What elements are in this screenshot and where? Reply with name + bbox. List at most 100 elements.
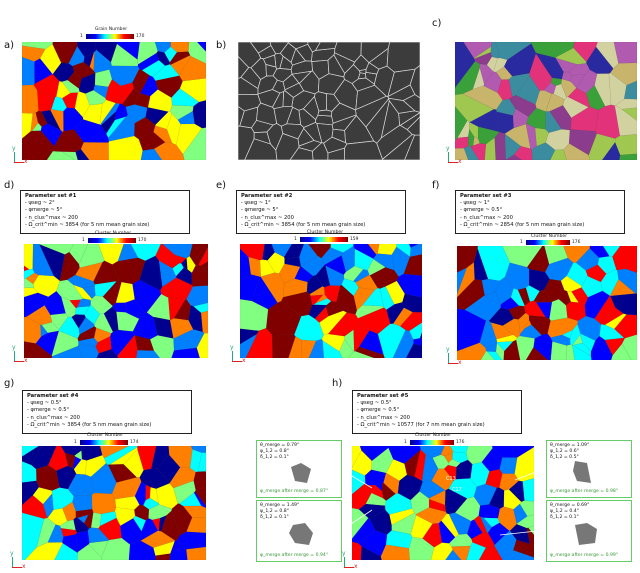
grain-cell xyxy=(196,42,206,52)
grain-cell xyxy=(173,329,205,351)
panel-d-colorbar-title: Cluster Number xyxy=(94,231,132,236)
panel-a-colorbar-title: Grain Number xyxy=(94,27,128,32)
grain-cell xyxy=(519,500,534,517)
grain-cell xyxy=(613,42,637,64)
grain-cell xyxy=(24,341,53,358)
grain-cell xyxy=(24,244,34,270)
grain-cell xyxy=(457,246,478,273)
panel-d-param-line: - φmerge ~ 5° xyxy=(25,207,63,214)
panel-e-parameter-box: Parameter set #2 - ψseg ~ 1° - φmerge ~ … xyxy=(236,190,406,234)
panel-h-colorbar xyxy=(410,440,454,445)
panel-d-colorbar xyxy=(88,238,136,243)
grain-cell xyxy=(621,107,637,121)
grain-cell xyxy=(572,344,592,360)
grain-cell xyxy=(106,116,127,139)
panel-g-param-line: - n_clus^max ~ 200 xyxy=(27,414,80,421)
grain-cell xyxy=(449,446,469,454)
grain-shape-icon xyxy=(291,463,311,483)
panel-d-cluster-map xyxy=(24,244,208,358)
grain-cell xyxy=(303,121,323,144)
grain-cell xyxy=(240,333,258,358)
grain-cell xyxy=(105,79,121,104)
grain-cell xyxy=(179,78,206,103)
grain-cell xyxy=(22,42,54,50)
grain-cell xyxy=(369,509,392,535)
grain-cell xyxy=(396,244,411,257)
panel-e-param-line: - φmerge ~ 5° xyxy=(241,207,279,214)
grain-cell xyxy=(362,287,384,307)
grain-cell xyxy=(172,263,184,277)
grain-cell xyxy=(549,105,572,131)
merge-inset-top-right: θ_merge = 1.09° ψ_1,2 = 0.6° δ_1,2 = 0.5° … xyxy=(546,440,632,498)
cluster-label-c17: C17 xyxy=(452,487,462,493)
grain-cell xyxy=(308,244,331,259)
grain-cell xyxy=(497,506,517,531)
panel-g-colorbar-title: Cluster Number xyxy=(86,433,124,438)
merge-inset-bottom-left: θ_merge = 1.49° ψ_1,2 = 0.8° δ_1,2 = 0.1° … xyxy=(256,500,342,562)
grain-cell xyxy=(67,274,95,289)
grain-cell xyxy=(132,312,158,340)
panel-e-cluster-map xyxy=(240,244,422,358)
grain-cell xyxy=(432,454,449,469)
grain-cell xyxy=(448,478,477,499)
grain-cell xyxy=(563,143,590,160)
grain-cell xyxy=(352,482,372,510)
grain-cell xyxy=(545,257,574,281)
panel-e-param-line: - ψseg ~ 1° xyxy=(241,200,271,207)
grain-cell xyxy=(504,133,522,160)
grain-cell xyxy=(95,336,112,354)
grain-cell xyxy=(308,338,325,358)
grain-cell xyxy=(496,98,516,116)
grain-cell xyxy=(455,61,480,95)
panel-g-label: g) xyxy=(4,378,15,389)
panel-f-colorbar-title: Cluster Number xyxy=(530,234,568,239)
grain-cell xyxy=(570,73,586,89)
grain-cell xyxy=(473,46,492,59)
grain-cell xyxy=(406,116,420,136)
grain-cell xyxy=(273,105,293,127)
cluster-label-c13: C13 xyxy=(446,476,456,482)
grain-cell xyxy=(576,69,598,94)
grain-cell xyxy=(466,519,483,540)
grain-cell xyxy=(238,55,250,79)
grain-cell xyxy=(397,474,423,501)
grain-cell xyxy=(141,60,166,78)
grain-cell xyxy=(33,274,60,297)
grain-cell xyxy=(100,102,120,126)
grain-cell xyxy=(353,54,370,72)
grain-cell xyxy=(169,467,196,489)
panel-e-param-line: - n_clus^max ~ 200 xyxy=(241,214,294,221)
merge-inset-top-left: θ_merge = 0.79° ψ_1,2 = 0.8° δ_1,2 = 0.1° … xyxy=(256,440,342,498)
panel-h-colorbar-min: 1 xyxy=(404,440,407,445)
panel-g-param-line: - φmerge ~ 0.5° xyxy=(27,407,70,414)
panel-h-param-line: - ψseg ~ 0.5° xyxy=(357,400,392,407)
grain-cell xyxy=(614,134,637,156)
grain-cell xyxy=(60,446,83,456)
grain-cell xyxy=(571,287,589,306)
panel-g-colorbar-min: 1 xyxy=(74,440,77,445)
grain-cell xyxy=(495,66,513,80)
grain-cell xyxy=(549,298,568,321)
grain-cell xyxy=(414,449,426,482)
panel-a-colorbar xyxy=(86,34,134,39)
grain-cell xyxy=(93,260,119,285)
grain-cell xyxy=(516,514,534,529)
grain-cell xyxy=(479,63,494,85)
panel-g-parameter-box: Parameter set #4 - ψseg ~ 0.5° - φmerge … xyxy=(22,390,192,434)
grain-cell xyxy=(153,125,173,144)
panel-h-param-line: - φmerge ~ 0.5° xyxy=(357,407,400,414)
grain-cell xyxy=(182,127,206,160)
grain-cell xyxy=(56,81,71,99)
grain-cell xyxy=(500,297,520,310)
grain-cell xyxy=(136,350,160,358)
grain-cell xyxy=(466,542,487,560)
panel-h-label: h) xyxy=(332,378,343,389)
panel-h-parameter-box: Parameter set #5 - ψseg ~ 0.5° - φmerge … xyxy=(352,390,522,434)
panel-g-param-title: Parameter set #4 xyxy=(27,393,79,399)
grain-cell xyxy=(365,492,387,506)
grain-cell xyxy=(22,461,37,483)
grain-cell xyxy=(193,302,208,313)
panel-f-cluster-map xyxy=(457,246,637,360)
